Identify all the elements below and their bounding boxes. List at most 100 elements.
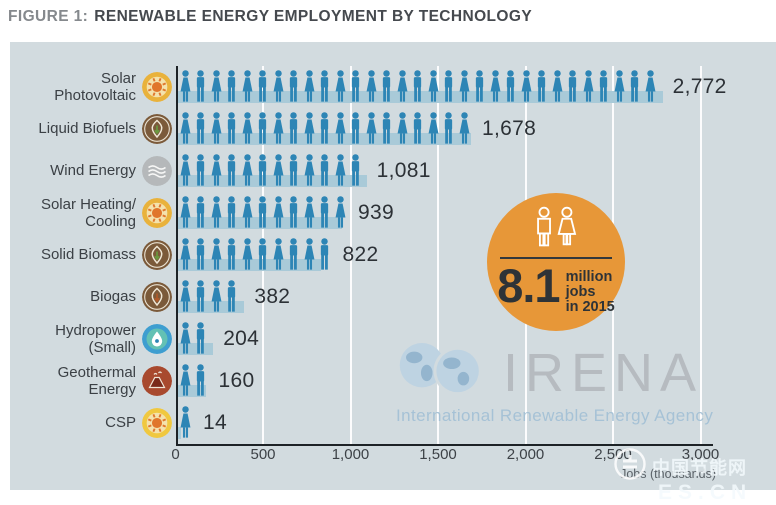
value-label: 160 — [218, 369, 255, 392]
gridline — [437, 66, 439, 445]
person-icon — [209, 238, 225, 272]
cn-watermark-text: 中国节能网 — [652, 457, 747, 478]
y-axis-line — [175, 66, 178, 446]
person-icon — [271, 238, 287, 272]
person-icon — [472, 70, 488, 104]
person-icon — [178, 112, 194, 146]
x-tick-label: 2,500 — [594, 446, 632, 463]
person-icon — [612, 70, 628, 104]
x-axis-line — [175, 444, 713, 446]
person-icon — [271, 154, 287, 188]
category-icon-geothermal — [142, 366, 172, 396]
gridline — [699, 66, 702, 445]
man-woman-icon — [531, 206, 581, 255]
person-icon — [627, 70, 643, 104]
person-icon — [364, 70, 380, 104]
person-icon-group — [178, 322, 209, 356]
chart-row: Geothermal Energy 160 — [10, 360, 776, 402]
person-icon — [178, 196, 194, 230]
person-icon — [209, 280, 225, 314]
person-icon — [193, 154, 209, 188]
person-icon — [240, 112, 256, 146]
category-label: Liquid Biofuels — [38, 120, 136, 138]
person-icon — [255, 112, 271, 146]
category-icon-wind-energy — [142, 156, 172, 186]
badge-divider — [500, 257, 612, 259]
person-icon — [271, 70, 287, 104]
person-icon — [209, 70, 225, 104]
person-icon — [441, 112, 457, 146]
chart-row: Hydropower (Small) 204 — [10, 318, 776, 360]
irena-globes-icon — [393, 339, 501, 406]
irena-watermark: IRENA International Renewable Energy Age… — [393, 339, 723, 426]
person-icon — [426, 112, 442, 146]
person-icon — [240, 238, 256, 272]
bar-underlay — [177, 175, 367, 187]
person-icon — [379, 112, 395, 146]
person-icon — [178, 280, 194, 314]
value-label: 939 — [358, 201, 394, 224]
person-icon — [441, 70, 457, 104]
person-icon — [193, 238, 209, 272]
chart-row: CSP 14 — [10, 402, 776, 444]
person-icon — [224, 196, 240, 230]
person-icon — [395, 112, 411, 146]
irena-subtitle: International Renewable Energy Agency — [396, 406, 714, 425]
person-icon — [178, 154, 194, 188]
person-icon — [286, 154, 302, 188]
person-icon — [178, 322, 194, 356]
x-tick-label: 1,500 — [419, 446, 457, 463]
category-icon-solar-pv — [142, 72, 172, 102]
chart-row: Solid Biomass 822 — [10, 234, 776, 276]
bar-underlay — [177, 301, 245, 313]
value-label: 382 — [254, 285, 291, 308]
value-label: 1,678 — [482, 117, 537, 140]
person-icon — [178, 406, 194, 440]
person-icon — [255, 70, 271, 104]
person-icon — [224, 70, 240, 104]
person-icon — [209, 154, 225, 188]
value-label: 2,772 — [672, 75, 727, 98]
category-label: Solid Biomass — [40, 246, 136, 264]
person-icon — [488, 70, 504, 104]
person-icon — [178, 238, 194, 272]
person-icon — [240, 154, 256, 188]
person-icon — [255, 196, 271, 230]
person-icon — [193, 196, 209, 230]
person-icon — [224, 112, 240, 146]
person-icon — [240, 70, 256, 104]
person-icon — [503, 70, 519, 104]
person-icon-group — [178, 112, 473, 146]
person-icon — [410, 112, 426, 146]
category-icon-csp — [142, 408, 172, 438]
person-icon — [178, 70, 194, 104]
chart-row: Biogas 382 — [10, 276, 776, 318]
badge-unit-3: in 2015 — [565, 299, 615, 315]
category-label: Geothermal Energy — [57, 363, 136, 399]
person-icon — [224, 238, 240, 272]
person-icon — [596, 70, 612, 104]
person-icon — [178, 364, 194, 398]
category-label: Solar Heating/Cooling — [40, 195, 136, 231]
person-icon — [519, 70, 535, 104]
value-label: 822 — [342, 243, 379, 266]
cn-site-watermark: 中国节能网 ES.CN — [612, 446, 776, 505]
person-icon — [317, 154, 333, 188]
person-icon — [255, 154, 271, 188]
chart-panel: 0 500 1,000 1,500 2,000 2,500 3,000 Solar Photov… — [10, 42, 776, 490]
person-icon — [209, 196, 225, 230]
person-icon — [193, 70, 209, 104]
person-icon — [286, 238, 302, 272]
category-label: Wind Energy — [50, 162, 136, 180]
person-icon — [286, 70, 302, 104]
category-label: Hydropower (Small) — [55, 321, 136, 357]
person-icon-group — [178, 238, 333, 272]
bar-underlay — [177, 427, 181, 439]
person-icon — [209, 112, 225, 146]
person-icon — [317, 112, 333, 146]
person-icon — [333, 196, 349, 230]
person-icon — [410, 70, 426, 104]
category-label: CSP — [105, 414, 136, 432]
person-icon — [286, 196, 302, 230]
